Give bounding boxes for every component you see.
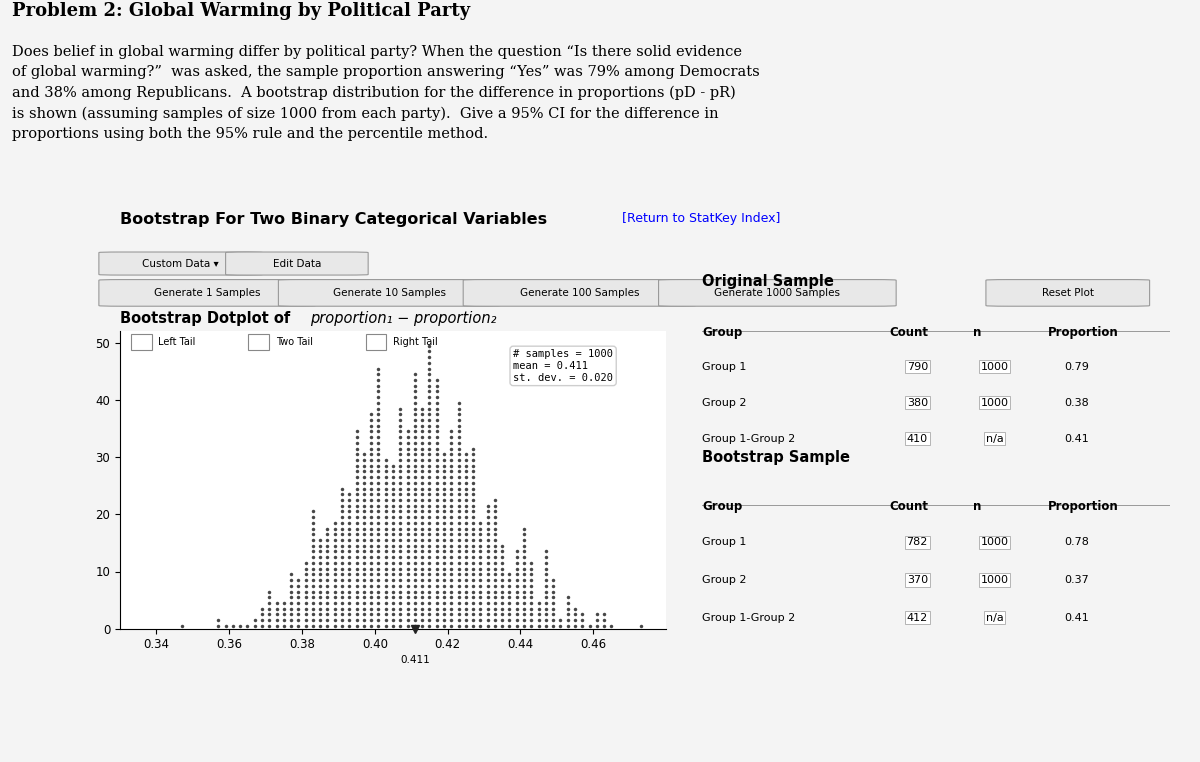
Text: Proportion: Proportion bbox=[1049, 326, 1120, 339]
Text: Generate 1000 Samples: Generate 1000 Samples bbox=[714, 288, 840, 298]
Text: n: n bbox=[973, 326, 982, 339]
Text: 1000: 1000 bbox=[980, 537, 1008, 547]
Text: Bootstrap For Two Binary Categorical Variables: Bootstrap For Two Binary Categorical Var… bbox=[120, 212, 547, 227]
Text: Group 1-Group 2: Group 1-Group 2 bbox=[702, 613, 796, 623]
Text: 782: 782 bbox=[906, 537, 928, 547]
Text: # samples = 1000
mean = 0.411
st. dev. = 0.020: # samples = 1000 mean = 0.411 st. dev. =… bbox=[514, 349, 613, 383]
Text: [Return to StatKey Index]: [Return to StatKey Index] bbox=[622, 212, 780, 226]
Text: 410: 410 bbox=[907, 434, 928, 443]
Text: Generate 10 Samples: Generate 10 Samples bbox=[332, 288, 445, 298]
FancyBboxPatch shape bbox=[98, 252, 263, 275]
Text: 380: 380 bbox=[907, 398, 928, 408]
Text: Edit Data: Edit Data bbox=[272, 258, 322, 268]
Text: Group 2: Group 2 bbox=[702, 575, 746, 585]
FancyBboxPatch shape bbox=[986, 280, 1150, 306]
Text: Right Tail: Right Tail bbox=[394, 337, 438, 347]
FancyBboxPatch shape bbox=[248, 334, 269, 350]
Text: Count: Count bbox=[889, 326, 929, 339]
FancyBboxPatch shape bbox=[98, 280, 316, 306]
FancyBboxPatch shape bbox=[226, 252, 368, 275]
Text: Group: Group bbox=[702, 326, 743, 339]
Text: Generate 1 Samples: Generate 1 Samples bbox=[154, 288, 260, 298]
FancyBboxPatch shape bbox=[366, 334, 386, 350]
Text: 0.38: 0.38 bbox=[1064, 398, 1088, 408]
Text: Group: Group bbox=[702, 500, 743, 513]
Text: 1000: 1000 bbox=[980, 362, 1008, 372]
Text: Bootstrap Sample: Bootstrap Sample bbox=[702, 450, 850, 465]
Text: Group 2: Group 2 bbox=[702, 398, 746, 408]
Text: proportion₁ − proportion₂: proportion₁ − proportion₂ bbox=[310, 311, 497, 326]
Text: Custom Data ▾: Custom Data ▾ bbox=[143, 258, 220, 268]
Text: Generate 100 Samples: Generate 100 Samples bbox=[520, 288, 640, 298]
Text: 412: 412 bbox=[907, 613, 928, 623]
Text: n: n bbox=[973, 500, 982, 513]
Text: 0.78: 0.78 bbox=[1064, 537, 1088, 547]
Text: n/a: n/a bbox=[985, 613, 1003, 623]
Text: 0.411: 0.411 bbox=[400, 655, 430, 665]
Text: 790: 790 bbox=[907, 362, 928, 372]
Text: 1000: 1000 bbox=[980, 398, 1008, 408]
Text: Two Tail: Two Tail bbox=[276, 337, 313, 347]
Text: 370: 370 bbox=[907, 575, 928, 585]
FancyBboxPatch shape bbox=[131, 334, 151, 350]
Text: Count: Count bbox=[889, 500, 929, 513]
Text: Does belief in global warming differ by political party? When the question “Is t: Does belief in global warming differ by … bbox=[12, 45, 760, 141]
FancyBboxPatch shape bbox=[463, 280, 696, 306]
Text: Problem 2: Global Warming by Political Party: Problem 2: Global Warming by Political P… bbox=[12, 2, 470, 20]
Text: Bootstrap Dotplot of: Bootstrap Dotplot of bbox=[120, 311, 295, 326]
Text: 0.79: 0.79 bbox=[1064, 362, 1088, 372]
Text: Group 1: Group 1 bbox=[702, 537, 746, 547]
Text: Left Tail: Left Tail bbox=[158, 337, 196, 347]
Text: 0.37: 0.37 bbox=[1064, 575, 1088, 585]
Text: Reset Plot: Reset Plot bbox=[1042, 288, 1093, 298]
FancyBboxPatch shape bbox=[278, 280, 500, 306]
Text: Original Sample: Original Sample bbox=[702, 274, 834, 290]
Text: 0.41: 0.41 bbox=[1064, 434, 1088, 443]
FancyBboxPatch shape bbox=[659, 280, 896, 306]
Text: Group 1-Group 2: Group 1-Group 2 bbox=[702, 434, 796, 443]
Text: Proportion: Proportion bbox=[1049, 500, 1120, 513]
Text: 0.41: 0.41 bbox=[1064, 613, 1088, 623]
Text: 1000: 1000 bbox=[980, 575, 1008, 585]
Text: Group 1: Group 1 bbox=[702, 362, 746, 372]
Text: n/a: n/a bbox=[985, 434, 1003, 443]
